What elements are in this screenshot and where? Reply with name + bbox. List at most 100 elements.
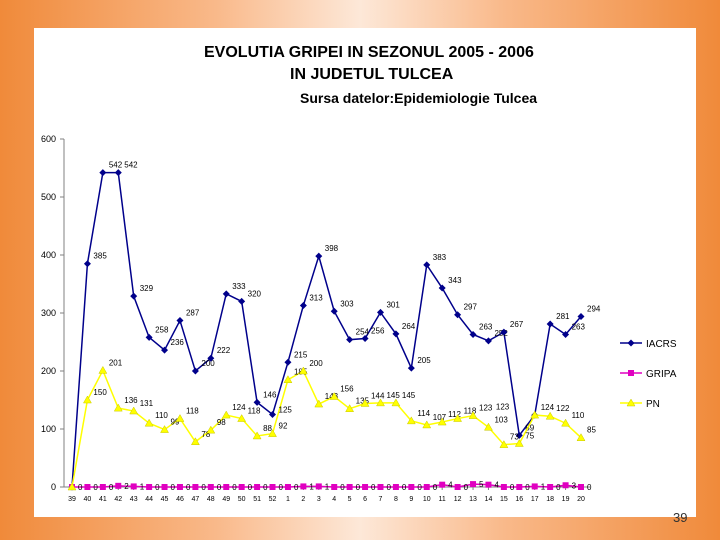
data-label: 145: [402, 391, 416, 400]
data-label: 200: [309, 359, 323, 368]
data-point: [346, 484, 353, 490]
data-label: 343: [448, 276, 462, 285]
data-label: 0: [525, 483, 530, 492]
data-label: 297: [464, 303, 478, 312]
data-label: 254: [356, 328, 370, 337]
data-label: 236: [171, 338, 185, 347]
data-point: [206, 425, 216, 434]
data-label: 0: [587, 483, 592, 492]
data-label: 73: [510, 433, 519, 442]
data-label: 118: [464, 407, 477, 416]
data-point: [160, 425, 169, 433]
data-label: 383: [433, 253, 447, 262]
data-label: 0: [186, 483, 191, 492]
data-point: [221, 410, 231, 419]
x-tick-label: 10: [423, 496, 431, 503]
y-tick-label: 600: [41, 134, 56, 144]
data-point: [315, 483, 322, 490]
data-label: 0: [232, 483, 237, 492]
data-point: [545, 411, 555, 420]
data-label: 0: [464, 483, 469, 492]
data-point: [454, 311, 462, 319]
x-tick-label: 7: [379, 496, 383, 503]
y-tick-label: 0: [51, 482, 56, 492]
data-point: [176, 317, 184, 325]
data-label: 110: [572, 411, 585, 420]
x-tick-label: 43: [130, 496, 138, 503]
data-label: 0: [510, 483, 515, 492]
data-point: [253, 398, 261, 406]
x-tick-label: 47: [191, 496, 199, 503]
data-point: [408, 484, 415, 490]
data-point: [454, 484, 461, 490]
data-label: 0: [279, 483, 284, 492]
y-tick-label: 400: [41, 250, 56, 260]
data-label: 0: [171, 483, 176, 492]
y-tick-label: 500: [41, 192, 56, 202]
data-point: [438, 284, 446, 292]
data-point: [422, 420, 432, 429]
data-label: 89: [525, 423, 534, 432]
data-point: [268, 429, 277, 437]
y-tick-label: 300: [41, 308, 56, 318]
data-label: 122: [556, 404, 570, 413]
data-label: 0: [340, 483, 345, 492]
x-tick-label: 44: [145, 496, 153, 503]
legend-marker: [628, 370, 634, 376]
data-label: 329: [140, 284, 154, 293]
data-point: [192, 484, 199, 490]
data-point: [376, 398, 385, 407]
x-tick-label: 13: [469, 496, 477, 503]
data-point: [562, 482, 569, 489]
data-label: 118: [248, 407, 261, 416]
data-point: [284, 484, 291, 490]
data-label: 256: [371, 327, 385, 336]
data-point: [531, 483, 538, 490]
data-label: 124: [541, 403, 555, 412]
data-point: [83, 260, 91, 268]
data-point: [190, 437, 200, 446]
data-point: [98, 365, 108, 374]
chart-subtitle: IN JUDETUL TULCEA: [290, 66, 454, 83]
data-point: [300, 483, 307, 490]
data-label: 0: [371, 483, 376, 492]
data-point: [161, 484, 168, 490]
data-point: [254, 484, 261, 490]
x-tick-label: 46: [176, 496, 184, 503]
data-label: 150: [93, 388, 107, 397]
data-label: 103: [494, 415, 508, 424]
data-label: 258: [155, 325, 169, 334]
data-label: 0: [433, 483, 438, 492]
data-point: [437, 417, 447, 426]
data-label: 98: [217, 418, 226, 427]
data-point: [561, 418, 571, 427]
data-label: 0: [78, 483, 83, 492]
x-tick-label: 42: [114, 496, 122, 503]
data-point: [283, 375, 293, 383]
data-point: [299, 301, 307, 309]
data-point: [331, 484, 338, 490]
data-point: [392, 330, 400, 338]
data-label: 281: [556, 312, 570, 321]
data-label: 264: [402, 322, 416, 331]
x-tick-label: 5: [348, 496, 352, 503]
data-label: 4: [448, 481, 453, 490]
data-label: 144: [371, 391, 385, 400]
data-point: [500, 484, 507, 490]
chart-panel: [34, 28, 696, 517]
data-label: 114: [417, 409, 430, 418]
data-label: 88: [263, 424, 272, 433]
data-label: 263: [572, 322, 586, 331]
data-label: 107: [433, 413, 447, 422]
data-label: 1: [140, 482, 145, 491]
data-label: 145: [386, 391, 400, 400]
data-label: 200: [201, 359, 215, 368]
data-point: [129, 406, 139, 415]
data-point: [207, 484, 214, 490]
data-point: [391, 398, 401, 407]
data-point: [362, 484, 369, 490]
data-label: 5: [479, 480, 484, 489]
data-point: [468, 411, 478, 419]
legend-label-iacrs: IACRS: [646, 339, 677, 350]
